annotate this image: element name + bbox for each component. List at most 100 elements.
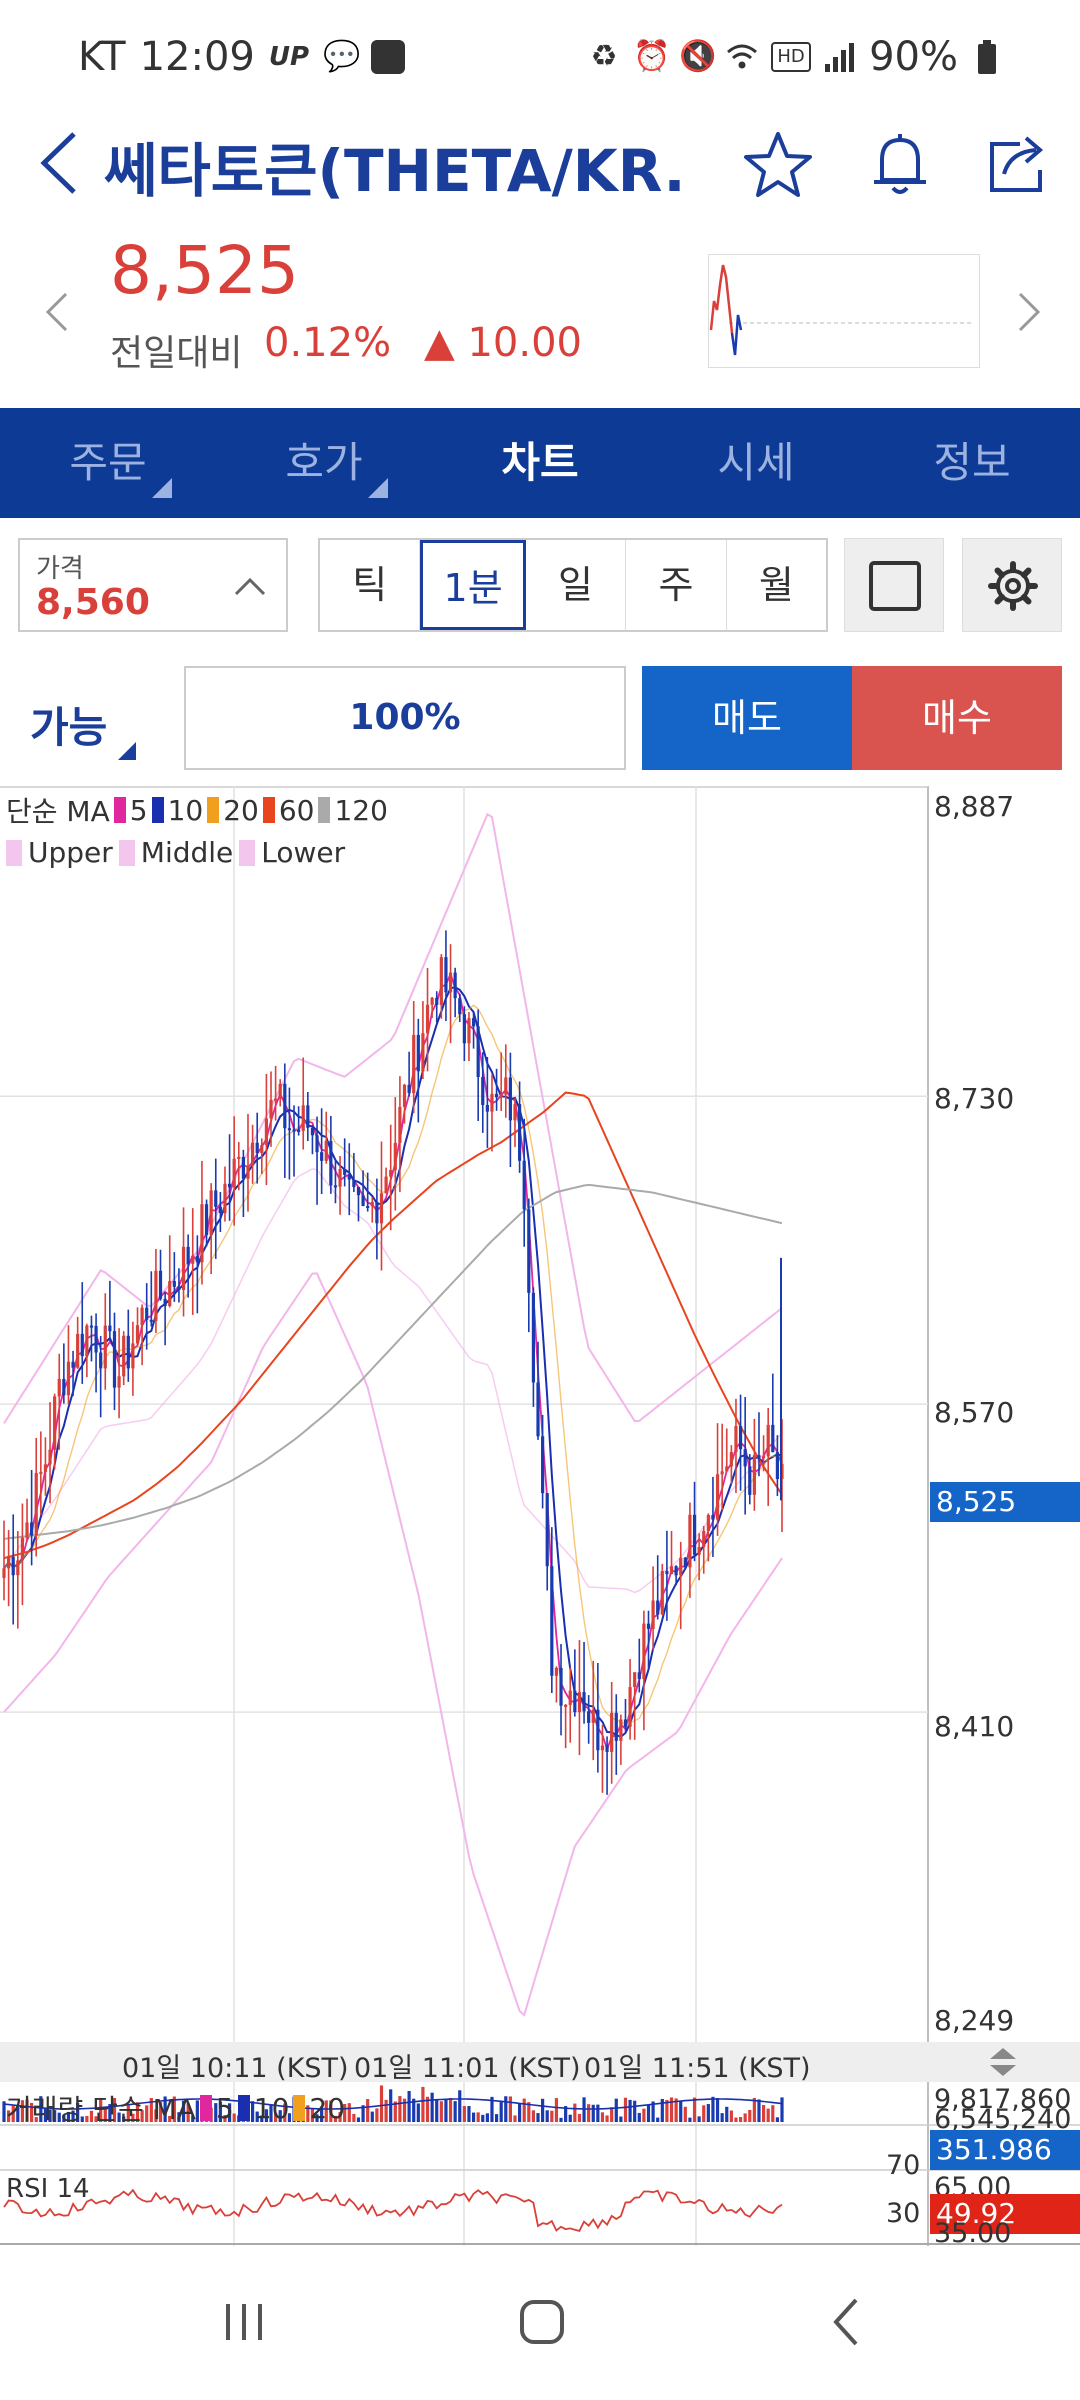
home-icon[interactable] [512,2292,572,2352]
resize-handle-icon[interactable] [986,2046,1020,2078]
candle-body [260,1145,264,1154]
next-coin-icon[interactable] [1010,282,1050,342]
candle-body [200,1204,204,1263]
candle-body [614,1712,618,1741]
candle-body [250,1142,255,1166]
candle-body [398,1106,402,1143]
volume-bar [734,2117,738,2122]
candle-body [637,1672,641,1680]
tab-info[interactable]: 정보 [864,408,1080,518]
candle-body [517,1104,522,1161]
volume-bar [531,2110,536,2122]
volume-bar [53,2110,57,2122]
rsi-tick-label: 30 [886,2198,921,2229]
back-icon[interactable] [30,128,90,198]
recent-apps-icon[interactable] [214,2292,274,2352]
tab-chart-label: 차트 [501,438,579,487]
rsi-value-tag: 49.92 [930,2194,1080,2234]
ma60-line [3,1091,783,1560]
candle-body [407,1084,411,1094]
candle-body [103,1325,107,1369]
candle-body [448,972,453,993]
volume-bar [550,2110,554,2122]
volume-bar [16,2105,20,2122]
back-nav-icon[interactable] [816,2292,876,2352]
volume-bar [720,2113,724,2122]
tab-order[interactable]: 주문 [0,408,216,518]
bell-icon[interactable] [862,126,938,202]
prev-coin-icon[interactable] [36,282,76,342]
interval-month[interactable]: 월 [758,563,794,607]
candle-body [504,1077,508,1095]
candle-body [725,1466,729,1472]
volume-bar [11,2105,15,2122]
ma10-swatch [151,797,164,823]
tab-chart[interactable]: 차트 [432,408,648,518]
tab-orderbook[interactable]: 호가 [216,408,432,518]
volume-bar [476,2112,480,2122]
volume-bar [260,2115,264,2122]
volume-bar [94,2116,98,2122]
candle-body [366,1205,370,1208]
ratio-selector[interactable]: 100% [184,666,626,770]
volume-bar [232,2113,236,2122]
candle-body [453,972,457,999]
interval-1min[interactable]: 1분 [420,540,526,630]
interval-tick[interactable]: 틱 [320,540,421,630]
volume-bar [559,2117,563,2122]
interval-day[interactable]: 일 [526,540,627,630]
carrier-label: KT [78,34,126,80]
star-icon[interactable] [740,126,816,202]
settings-button[interactable] [962,538,1062,632]
price-chart-area[interactable]: 단순 MA 5 10 20 60 120 Upper Middle Lower … [0,786,1080,2249]
volume-bar [283,2103,287,2122]
price-chart-svg[interactable] [0,786,1080,2246]
time-axis[interactable]: 01일 10:11 (KST) 01일 11:01 (KST) 01일 11:5… [0,2042,1080,2084]
interval-week[interactable]: 주 [626,540,727,630]
candle-body [771,1424,775,1453]
candle-body [623,1719,628,1727]
share-icon[interactable] [980,126,1056,202]
volume-bar [435,2100,439,2122]
tab-market[interactable]: 시세 [648,408,864,518]
volume-bar [711,2096,715,2122]
volume-bar [2,2101,6,2122]
volume-bar [214,2103,218,2122]
candle-body [66,1361,71,1396]
candle-body [62,1378,66,1396]
candle-body [53,1396,57,1450]
fullscreen-button[interactable] [844,538,944,632]
buy-button[interactable]: 매수 [852,666,1062,770]
mini-chart[interactable] [708,254,980,368]
volume-bar [57,2112,61,2122]
volume-bar [255,2111,259,2122]
candle-body [131,1343,135,1369]
price-selector[interactable]: 가격 8,560 [18,538,288,632]
volume-bar [697,2116,701,2122]
candle-body [356,1187,361,1196]
volume-bar [646,2104,651,2122]
candle-body [706,1514,710,1531]
volume-bar [158,2102,163,2122]
available-label[interactable]: 가능 [30,703,108,752]
tab-orderbook-label: 호가 [285,438,363,487]
volume-bar [347,2103,351,2122]
ma60-swatch [262,797,275,823]
sell-button[interactable]: 매도 [642,666,852,770]
volume-bar [637,2112,641,2122]
candle-body [122,1335,126,1377]
change-amount: ▲ 10.00 [424,320,582,366]
candle-body [370,1201,374,1207]
volume-bar [536,2113,540,2122]
volume-bar [430,2092,434,2122]
volume-bar [223,2115,227,2122]
volume-bar [315,2114,319,2122]
vol-ma20-swatch [293,2095,306,2121]
volume-bar [103,2109,107,2122]
candle-body [241,1156,245,1179]
volume-bar [660,2098,664,2122]
volume-bar [679,2101,683,2122]
candle-body [564,1704,568,1707]
candle-body [7,1556,11,1569]
volume-bar [379,2085,384,2122]
